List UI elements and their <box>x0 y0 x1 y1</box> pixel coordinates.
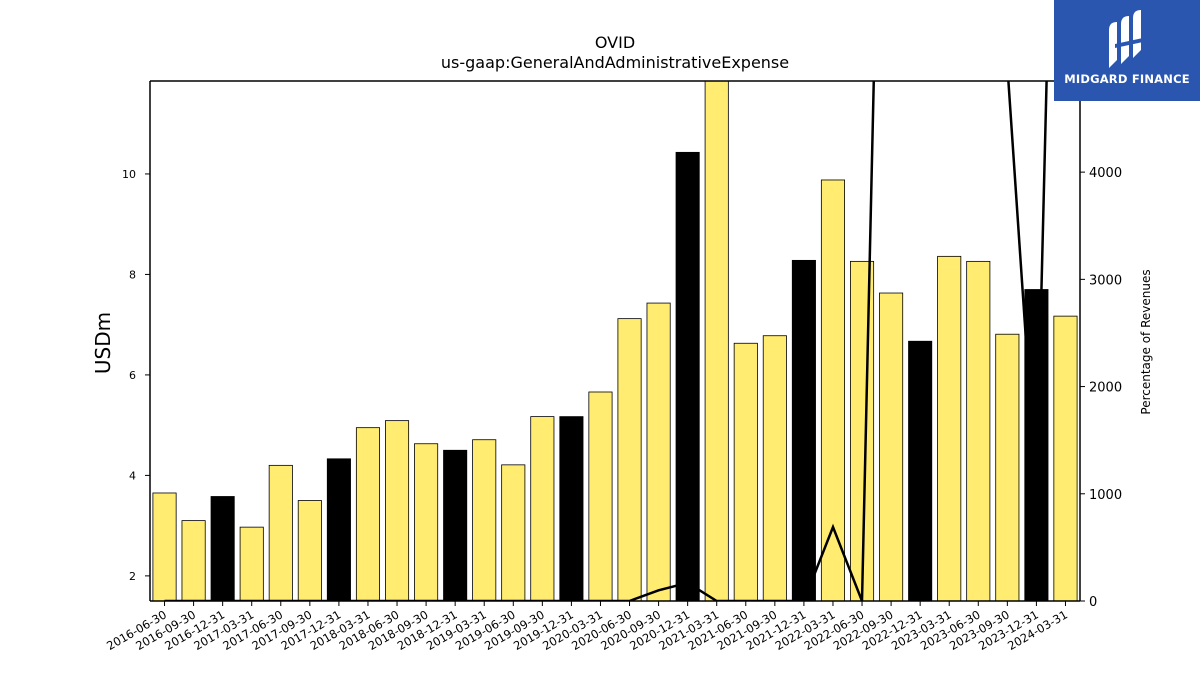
y2-tick-label-0: 0 <box>1089 595 1097 610</box>
bar-2022-03-31 <box>820 179 845 601</box>
bar-2020-06-30 <box>617 318 642 601</box>
bar-2023-03-31 <box>937 255 962 601</box>
bar-2021-12-31 <box>791 259 816 601</box>
bar-2018-09-30 <box>414 443 439 601</box>
chart-subtitle: us-gaap:GeneralAndAdministrativeExpense <box>441 53 789 72</box>
bar-2018-03-31 <box>355 427 380 601</box>
bar-2018-12-31 <box>443 449 468 601</box>
y2-tick-label-2000: 2000 <box>1089 381 1122 396</box>
bar-2018-06-30 <box>385 420 410 601</box>
y2-tick-label-1000: 1000 <box>1089 488 1122 503</box>
y2-tick-label-3000: 3000 <box>1089 273 1122 288</box>
bar-2016-06-30 <box>152 492 177 601</box>
y-tick-label-6: 6 <box>129 369 136 382</box>
y-tick-label-10: 10 <box>122 168 136 181</box>
bar-2024-03-31 <box>1053 315 1078 601</box>
bar-2022-12-31 <box>908 340 933 601</box>
chart-title: OVID <box>595 33 635 52</box>
bar-2016-09-30 <box>181 520 206 601</box>
bar-2023-09-30 <box>995 333 1020 601</box>
bar-2020-03-31 <box>588 391 613 601</box>
y2-tick-label-4000: 4000 <box>1089 166 1122 181</box>
bar-2016-12-31 <box>210 496 235 601</box>
bar-2019-06-30 <box>501 464 526 601</box>
y-tick-label-8: 8 <box>129 268 136 281</box>
y2-axis-label: Percentage of Revenues <box>1139 269 1153 414</box>
bar-2019-09-30 <box>530 416 555 601</box>
bar-2017-09-30 <box>297 500 322 601</box>
bar-2017-03-31 <box>239 526 264 601</box>
logo-text: MIDGARD FINANCE <box>1064 72 1190 86</box>
bar-2017-06-30 <box>268 464 293 601</box>
midgard-finance-logo: MIDGARD FINANCE <box>1054 0 1200 101</box>
bar-2021-06-30 <box>733 342 758 601</box>
bar-2019-03-31 <box>472 439 497 601</box>
bar-2021-09-30 <box>762 335 787 601</box>
y-tick-label-4: 4 <box>129 469 136 482</box>
bar-2023-06-30 <box>966 260 991 601</box>
y-axis-label: USDm <box>91 312 115 374</box>
logo-mark-icon <box>1109 10 1143 68</box>
bar-2022-09-30 <box>879 292 904 601</box>
bar-2021-03-31 <box>704 81 729 601</box>
y-tick-label-2: 2 <box>129 570 136 583</box>
bar-2017-12-31 <box>326 458 351 601</box>
bar-2020-12-31 <box>675 151 700 601</box>
bar-2019-12-31 <box>559 416 584 601</box>
bar-2020-09-30 <box>646 302 671 601</box>
